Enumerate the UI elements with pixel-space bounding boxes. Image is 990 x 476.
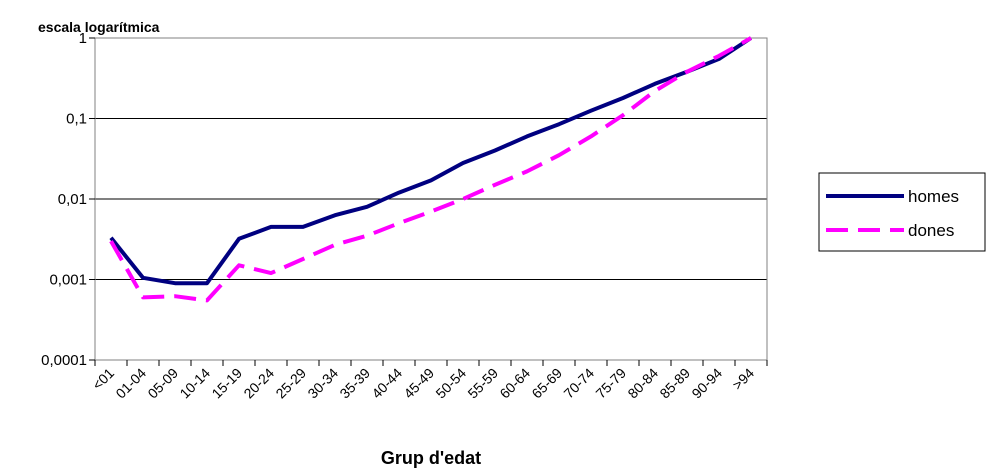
x-tick-label: 90-94: [688, 365, 725, 402]
series-line-homes: [109, 36, 753, 286]
series-line-dones: [109, 36, 752, 303]
x-tick-label: 70-74: [560, 365, 597, 402]
legend-label-homes: homes: [908, 187, 959, 206]
x-tick-label: 15-19: [208, 365, 245, 402]
x-tick-label: 25-29: [272, 365, 309, 402]
x-tick-label: 60-64: [496, 365, 533, 402]
x-axis-title: Grup d'edat: [381, 448, 481, 468]
x-tick-label: 75-79: [592, 365, 629, 402]
y-tick-label: 0,01: [58, 191, 87, 208]
legend-box: [818, 172, 986, 252]
x-tick-label: 55-59: [464, 365, 501, 402]
x-tick-label: 10-14: [176, 365, 213, 402]
y-scale-note: escala logarítmica: [38, 19, 160, 35]
x-tick-label: 80-84: [624, 365, 661, 402]
x-tick-label: 85-89: [656, 365, 693, 402]
x-tick-label: 05-09: [144, 365, 181, 402]
grid-lines: [95, 118, 767, 280]
x-tick-label: 40-44: [368, 365, 405, 402]
x-tick-label: >94: [729, 365, 757, 393]
x-tick-label: 35-39: [336, 365, 373, 402]
legend: homes dones: [818, 172, 986, 252]
y-axis-ticks: 0,0001 0,001 0,01 0,1 1: [41, 30, 95, 369]
y-tick-label: 0,0001: [41, 352, 87, 369]
x-tick-label: 65-69: [528, 365, 565, 402]
series-lines: [109, 36, 753, 303]
x-axis-ticks: <0101-0405-0910-1415-1920-2425-2930-3435…: [89, 360, 768, 402]
legend-label-dones: dones: [908, 221, 954, 240]
x-tick-label: 50-54: [432, 365, 469, 402]
x-tick-label: 01-04: [112, 365, 149, 402]
y-tick-label: 1: [79, 30, 87, 47]
x-tick-label: 30-34: [304, 365, 341, 402]
y-tick-label: 0,1: [66, 111, 87, 128]
x-tick-label: 45-49: [400, 365, 437, 402]
x-tick-label: 20-24: [240, 365, 277, 402]
y-tick-label: 0,001: [49, 272, 87, 289]
